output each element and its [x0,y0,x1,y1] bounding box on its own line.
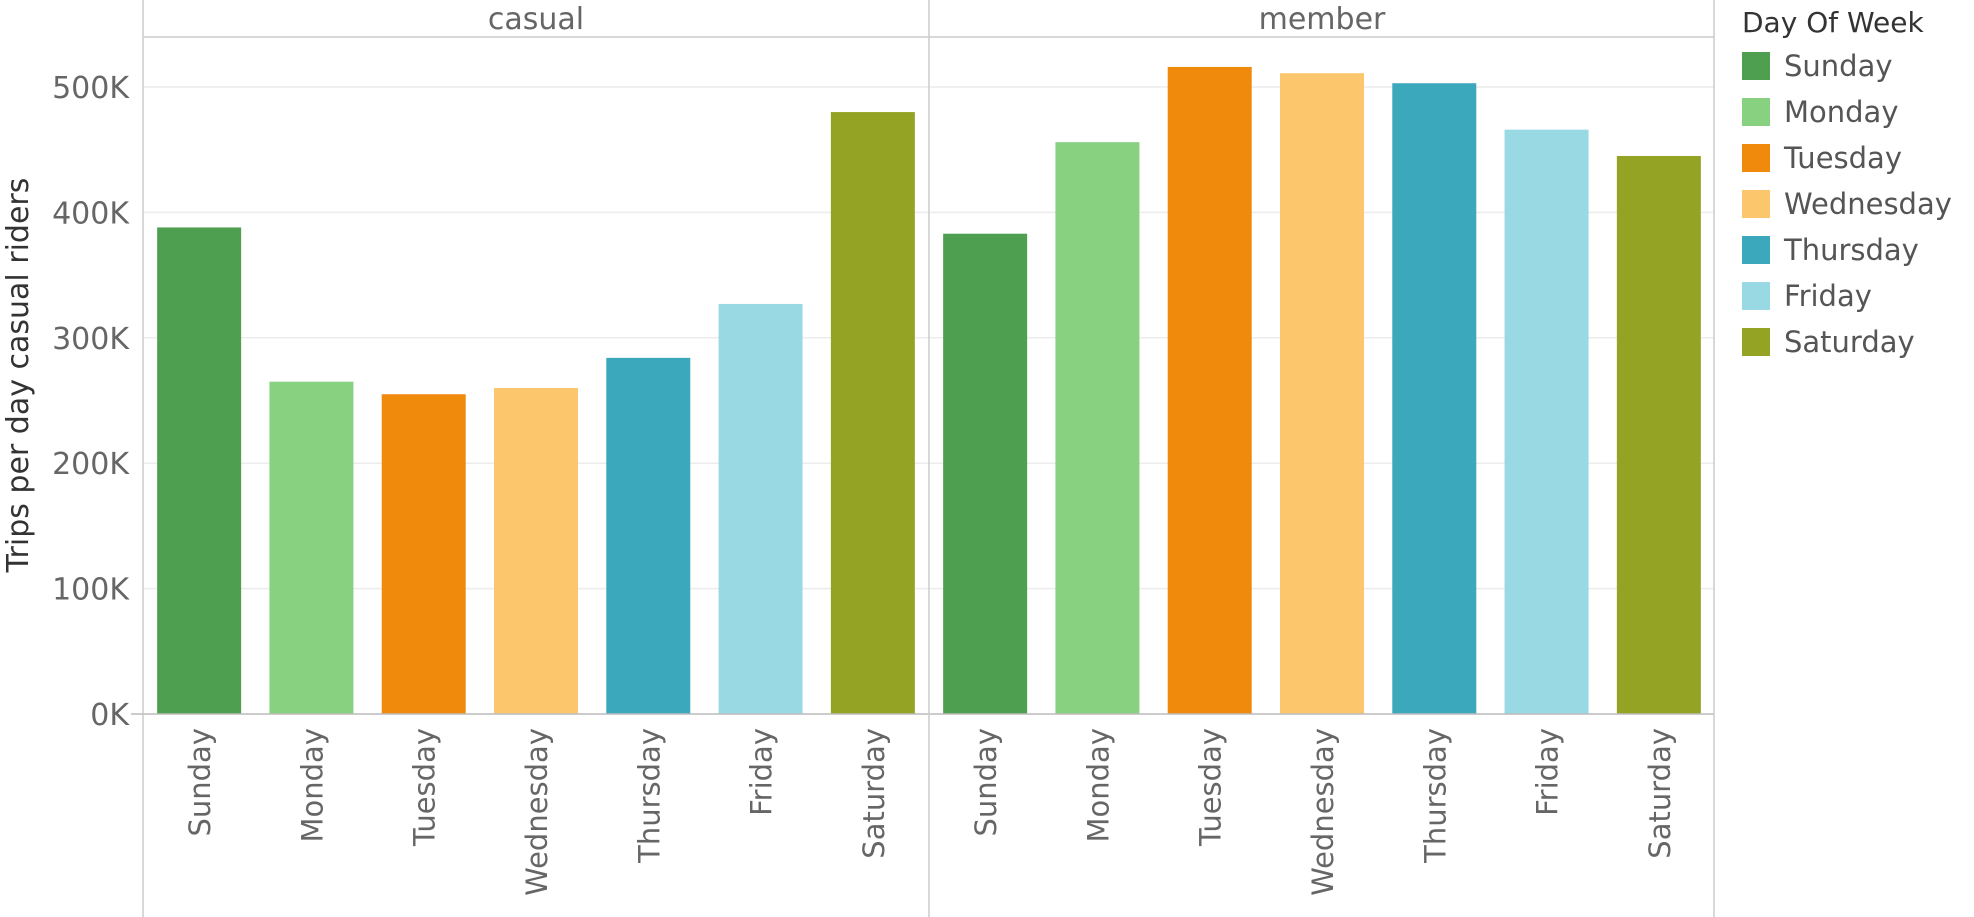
legend-label: Thursday [1784,233,1919,267]
x-tick-label: Sunday [969,728,1003,837]
x-tick-label: Saturday [1643,728,1677,859]
x-tick-label: Wednesday [520,728,554,896]
y-tick-label: 300K [52,322,130,357]
y-tick-label: 0K [90,698,130,733]
bar-casual-thursday [606,357,691,714]
y-tick-label: 100K [52,573,130,608]
x-tick-label: Friday [1531,728,1565,816]
legend-label: Sunday [1784,49,1893,83]
legend-label: Monday [1784,95,1899,129]
y-tick-label: 200K [52,447,130,482]
legend-item-wednesday[interactable]: Wednesday [1742,181,1952,227]
bar-casual-saturday [830,112,915,714]
x-tick-label: Tuesday [1194,728,1228,847]
x-tick-label: Tuesday [408,728,442,847]
x-tick-label: Monday [295,728,329,843]
panel-header-member: member [1259,2,1386,37]
legend-swatch [1742,282,1770,310]
legend-title: Day Of Week [1742,6,1924,39]
bar-member-wednesday [1280,73,1364,715]
legend-item-monday[interactable]: Monday [1742,89,1952,135]
x-tick-label: Thursday [1418,728,1452,864]
legend-label: Saturday [1784,325,1915,359]
bar-member-tuesday [1167,66,1252,715]
legend-label: Friday [1784,279,1872,313]
x-tick-label: Friday [745,728,779,816]
legend-item-friday[interactable]: Friday [1742,273,1952,319]
legend-label: Tuesday [1784,141,1902,175]
bar-casual-friday [718,303,803,714]
legend-swatch [1742,328,1770,356]
bar-casual-tuesday [381,394,466,714]
legend-item-saturday[interactable]: Saturday [1742,319,1952,365]
x-tick-label: Wednesday [1306,728,1340,896]
bar-casual-wednesday [494,387,578,714]
y-tick-label: 400K [52,196,130,231]
bar-member-monday [1055,142,1140,714]
bar-member-thursday [1392,83,1477,715]
legend-swatch [1742,52,1770,80]
legend-swatch [1742,144,1770,172]
panel-header-casual: casual [488,2,584,37]
bar-member-friday [1504,129,1589,715]
bar-member-sunday [943,233,1028,714]
x-tick-label: Thursday [632,728,666,864]
y-tick-label: 500K [52,71,130,106]
legend-swatch [1742,98,1770,126]
legend-swatch [1742,190,1770,218]
legend-label: Wednesday [1784,187,1952,221]
x-tick-label: Sunday [183,728,217,837]
bar-member-saturday [1616,155,1701,715]
legend-item-tuesday[interactable]: Tuesday [1742,135,1952,181]
legend-item-thursday[interactable]: Thursday [1742,227,1952,273]
legend: Day Of Week Sunday Monday Tuesday Wednesday… [1742,6,1952,365]
y-axis-title: Trips per day casual riders [1,178,36,574]
legend-swatch [1742,236,1770,264]
x-tick-label: Monday [1081,728,1115,843]
bar-casual-sunday [157,227,242,714]
x-tick-label: Saturday [857,728,891,859]
legend-item-sunday[interactable]: Sunday [1742,43,1952,89]
bar-casual-monday [269,381,354,714]
